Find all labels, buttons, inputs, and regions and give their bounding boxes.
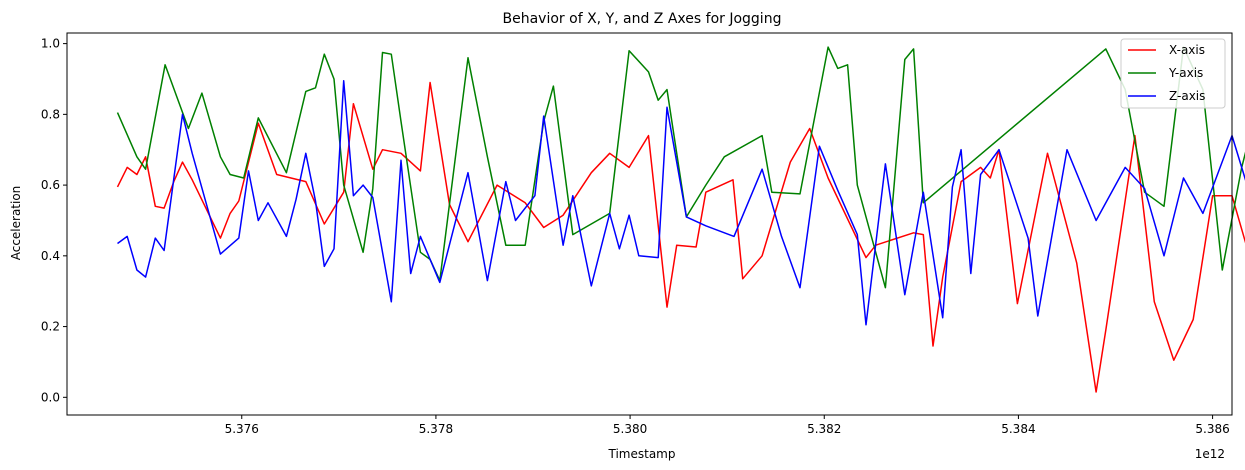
plot-lines: [116, 46, 1245, 393]
x-tick-label: 5.376: [225, 422, 259, 436]
x-axis: 5.376 5.378 5.380 5.382 5.384 5.386: [225, 415, 1230, 436]
legend-label-y-axis: Y-axis: [1168, 66, 1203, 80]
x-axis-offset-label: 1e12: [1195, 447, 1225, 461]
series-line-y-axis: [116, 46, 1245, 289]
x-tick-label: 5.378: [419, 422, 453, 436]
x-tick-label: 5.380: [613, 422, 647, 436]
x-tick-label: 5.384: [1001, 422, 1035, 436]
y-tick-label: 1.0: [41, 37, 60, 51]
plot-frame: [66, 32, 1233, 416]
y-tick-label: 0.6: [41, 178, 60, 192]
legend: X-axis Y-axis Z-axis: [1120, 38, 1226, 109]
x-axis-label: Timestamp: [608, 447, 676, 461]
y-tick-label: 0.0: [41, 390, 60, 404]
chart-title: Behavior of X, Y, and Z Axes for Jogging: [503, 11, 782, 27]
y-axis-label: Acceleration: [9, 186, 23, 261]
legend-box: [1120, 38, 1226, 109]
y-axis: 0.0 0.2 0.4 0.6 0.8 1.0: [41, 37, 67, 404]
series-line-z-axis: [117, 80, 1245, 326]
series-line-x-axis: [116, 81, 1245, 393]
y-tick-label: 0.4: [41, 249, 60, 263]
y-tick-label: 0.8: [41, 107, 60, 121]
y-tick-label: 0.2: [41, 320, 60, 334]
legend-label-z-axis: Z-axis: [1169, 89, 1205, 103]
x-tick-label: 5.386: [1195, 422, 1229, 436]
x-tick-label: 5.382: [807, 422, 841, 436]
legend-label-x-axis: X-axis: [1169, 43, 1205, 57]
